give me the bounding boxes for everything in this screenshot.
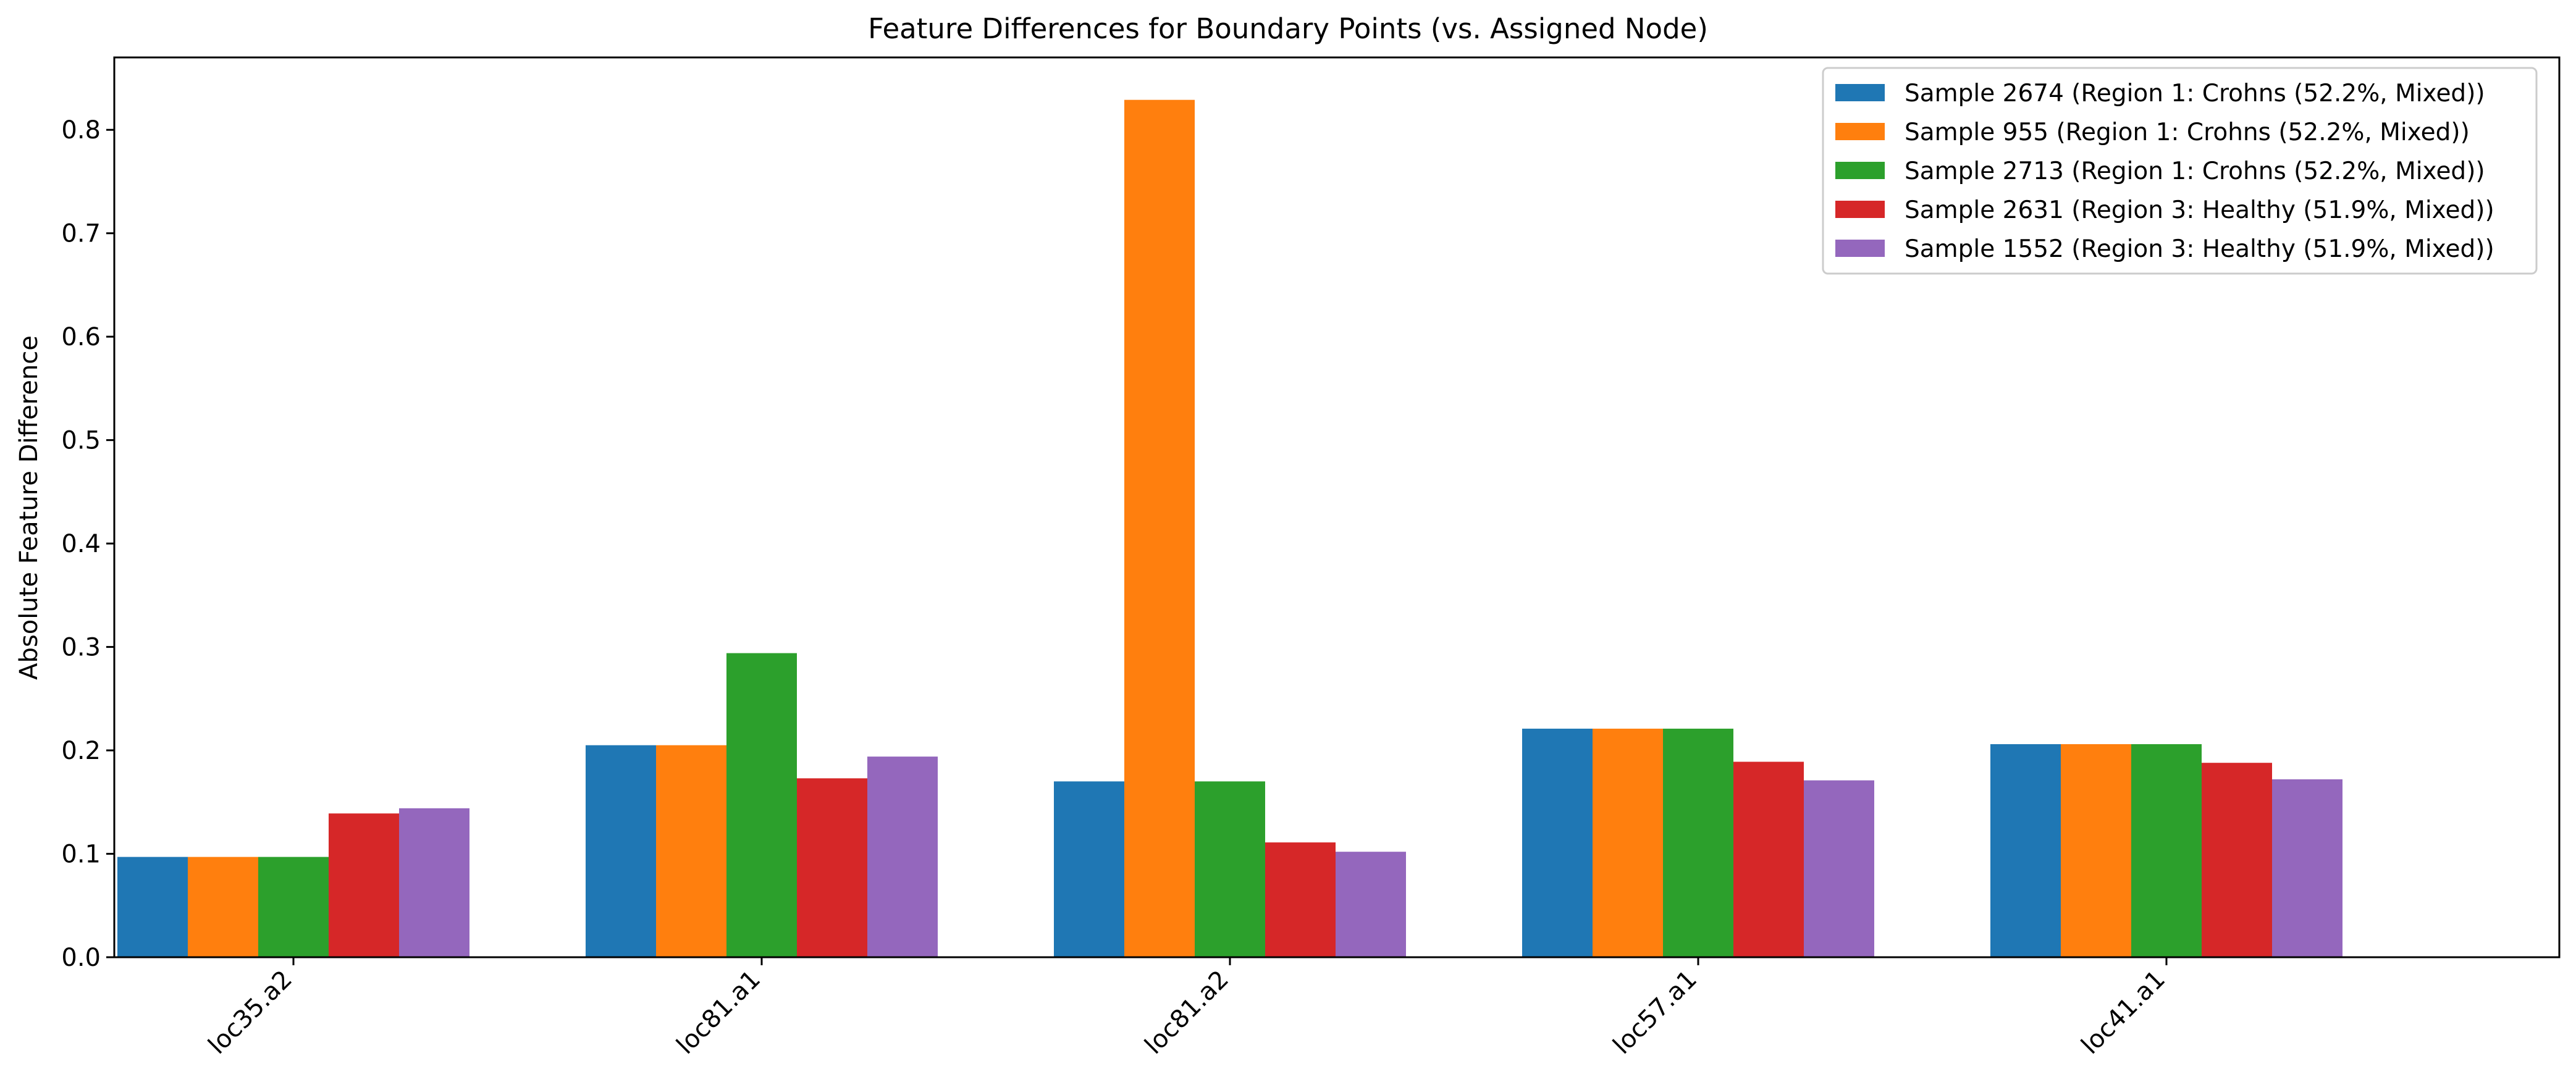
legend-swatch — [1835, 201, 1885, 218]
y-tick-label: 0.1 — [61, 841, 101, 869]
bar-loc35-a2-series-5 — [399, 808, 469, 957]
bar-loc81-a2-series-2 — [1124, 99, 1195, 958]
legend-label: Sample 955 (Region 1: Crohns (52.2%, Mix… — [1905, 119, 2470, 146]
bar-loc35-a2-series-3 — [258, 857, 329, 957]
y-tick-label: 0.6 — [61, 323, 101, 351]
bar-series-1 — [117, 728, 2061, 957]
bar-loc81-a2-series-5 — [1336, 852, 1406, 957]
bar-loc81-a2-series-1 — [1054, 781, 1124, 957]
bar-loc41-a1-series-1 — [1990, 744, 2061, 957]
legend-swatch — [1835, 240, 1885, 257]
y-axis-label: Absolute Feature Difference — [15, 335, 43, 680]
legend-label: Sample 2674 (Region 1: Crohns (52.2%, Mi… — [1905, 80, 2485, 107]
bar-loc35-a2-series-1 — [117, 857, 188, 957]
legend-swatch — [1835, 123, 1885, 140]
bar-loc57-a1-series-1 — [1522, 728, 1593, 957]
y-tick-label: 0.8 — [61, 116, 101, 145]
bar-loc41-a1-series-5 — [2272, 779, 2342, 957]
bar-loc57-a1-series-2 — [1593, 728, 1663, 957]
bar-loc81-a2-series-4 — [1265, 842, 1336, 957]
y-tick-label: 0.5 — [61, 427, 101, 455]
bar-loc41-a1-series-4 — [2202, 763, 2272, 957]
bar-loc57-a1-series-3 — [1663, 728, 1733, 957]
bar-loc81-a1-series-4 — [797, 778, 867, 957]
chart-title: Feature Differences for Boundary Points … — [868, 12, 1708, 45]
bar-loc57-a1-series-5 — [1804, 780, 1874, 957]
bar-series-4 — [329, 761, 2272, 957]
y-tick-label: 0.0 — [61, 944, 101, 972]
legend-swatch — [1835, 84, 1885, 101]
bar-loc81-a1-series-2 — [656, 745, 726, 957]
legend-label: Sample 1552 (Region 3: Healthy (51.9%, M… — [1905, 235, 2494, 263]
legend: Sample 2674 (Region 1: Crohns (52.2%, Mi… — [1822, 67, 2538, 275]
legend-swatch — [1835, 162, 1885, 179]
legend-label: Sample 2713 (Region 1: Crohns (52.2%, Mi… — [1905, 157, 2485, 185]
bar-loc41-a1-series-3 — [2131, 744, 2202, 957]
bar-loc41-a1-series-2 — [2061, 744, 2131, 957]
y-tick-label: 0.4 — [61, 530, 101, 558]
legend-box — [1822, 67, 2538, 275]
bar-loc35-a2-series-4 — [329, 813, 399, 957]
bar-series-5 — [399, 757, 2342, 957]
legend-label: Sample 2631 (Region 3: Healthy (51.9%, M… — [1905, 196, 2494, 224]
bar-series-2 — [188, 99, 2131, 958]
bar-series-3 — [258, 653, 2202, 957]
plot-frame — [113, 56, 2561, 958]
y-tick-label: 0.2 — [61, 737, 101, 765]
y-tick-label: 0.3 — [61, 634, 101, 662]
bar-loc81-a2-series-3 — [1195, 781, 1265, 957]
y-tick-label: 0.7 — [61, 220, 101, 248]
bar-loc81-a1-series-3 — [726, 653, 797, 957]
bar-loc81-a1-series-5 — [867, 757, 938, 957]
bar-loc81-a1-series-1 — [586, 745, 656, 957]
bar-loc35-a2-series-2 — [188, 857, 258, 957]
bar-loc57-a1-series-4 — [1733, 761, 1804, 957]
